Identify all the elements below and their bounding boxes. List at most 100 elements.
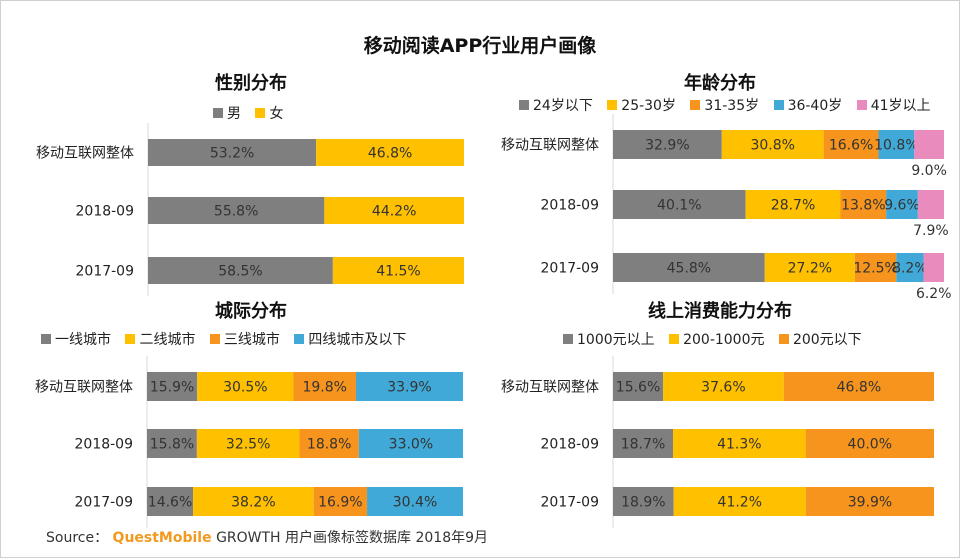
data-label: 9.0%: [911, 163, 947, 179]
bar-segment: [721, 130, 824, 159]
legend-label: 200元以下: [792, 332, 862, 348]
legend-item: 36-40岁: [773, 95, 843, 115]
bar-segment: [148, 197, 325, 224]
bar-segment: [332, 257, 464, 284]
category-label: 2017-09: [541, 261, 600, 277]
legend-label: 41岁以上: [870, 98, 931, 114]
legend-item: 41岁以上: [856, 95, 931, 115]
source-note: Source： QuestMobile GROWTH 用户画像标签数据库 201…: [46, 527, 488, 547]
bar-segment: [613, 487, 674, 516]
data-label: 30.4%: [393, 495, 437, 511]
city-tier-panel: 城际分布 一线城市 二线城市 三线城市 四线城市及以下: [1, 291, 481, 531]
bar-segment: [148, 139, 317, 166]
bar-segment: [783, 372, 934, 401]
legend-label: 女: [269, 106, 284, 122]
panel-title: 城际分布: [215, 301, 287, 322]
category-label: 移动互联网整体: [35, 380, 133, 396]
data-label: 12.5%: [853, 261, 897, 277]
category-label: 2017-09: [541, 495, 600, 511]
bar-segment: [316, 139, 464, 166]
legend-item: 1000元以上: [563, 329, 655, 349]
legend: 1000元以上 200-1000元 200元以下: [563, 329, 872, 349]
data-label: 19.8%: [302, 380, 346, 396]
bar-segment: [923, 253, 944, 282]
bar-segment: [197, 372, 294, 401]
category-label: 2018-09: [541, 198, 600, 214]
data-label: 30.8%: [750, 138, 794, 154]
data-label: 16.6%: [829, 138, 873, 154]
bar-segment: [324, 197, 464, 224]
age-panel: 年龄分布 24岁以下 25-30岁 31-35岁 36-40岁 41岁以上: [481, 63, 959, 293]
category-label: 2017-09: [76, 264, 135, 280]
data-label: 58.5%: [218, 264, 262, 280]
bar-segment: [148, 257, 333, 284]
data-label: 41.2%: [718, 495, 762, 511]
bar-segment: [355, 372, 463, 401]
legend: 男 女: [213, 103, 293, 123]
legend-swatch: [690, 100, 701, 110]
legend-label: 24岁以下: [533, 98, 593, 114]
data-label: 40.0%: [848, 437, 892, 453]
data-label: 6.2%: [916, 286, 952, 302]
brand-logo-text: QuestMobile: [112, 530, 212, 546]
data-label: 33.9%: [387, 380, 431, 396]
data-label: 15.6%: [616, 380, 660, 396]
data-label: 40.1%: [657, 198, 701, 214]
data-label: 41.3%: [717, 437, 761, 453]
legend-item: 男: [213, 103, 241, 123]
data-label: 18.9%: [621, 495, 665, 511]
data-label: 32.9%: [645, 138, 689, 154]
data-label: 8.2%: [892, 261, 928, 277]
legend-item: 200元以下: [778, 329, 862, 349]
legend-swatch: [213, 108, 223, 118]
bar-segment: [805, 429, 934, 458]
bar-segment: [367, 487, 463, 516]
bar-segment: [823, 130, 879, 159]
data-label: 53.2%: [210, 146, 254, 162]
age-chart: 移动互联网整体 32.9% 30.8% 16.6% 10.8% 9.0% 2018-09 40…: [501, 114, 952, 302]
category-label: 移动互联网整体: [501, 138, 599, 154]
gender-chart: 移动互联网整体 53.2% 46.8% 2018-09 55.8% 44.2% 2017-0…: [36, 123, 464, 296]
legend-item: 一线城市: [41, 329, 111, 349]
legend-item: 200-1000元: [669, 329, 765, 349]
legend-label: 36-40岁: [787, 98, 843, 114]
data-label: 37.6%: [701, 380, 745, 396]
consumption-panel: 线上消费能力分布 1000元以上 200-1000元 200元以下: [481, 291, 959, 531]
data-label: 7.9%: [913, 223, 949, 239]
legend-swatch: [563, 334, 573, 344]
main-title: 移动阅读APP行业用户画像: [363, 35, 597, 57]
bar-segment: [673, 487, 806, 516]
legend-swatch: [294, 334, 305, 344]
consumption-chart: 移动互联网整体 15.6% 37.6% 46.8% 2018-09 18.7% 41.3% 4…: [501, 356, 934, 528]
category-label: 2018-09: [76, 204, 135, 220]
category-label: 移动互联网整体: [36, 146, 134, 162]
legend-item: 25-30岁: [607, 95, 676, 115]
bar-segment: [854, 253, 897, 282]
legend-swatch: [669, 334, 680, 344]
bar-segment: [193, 487, 314, 516]
category-label: 2017-09: [75, 495, 134, 511]
bar-segment: [886, 190, 918, 219]
bar-segment: [613, 190, 746, 219]
legend-item: 24岁以下: [519, 95, 593, 115]
legend: 一线城市 二线城市 三线城市 四线城市及以下: [41, 329, 416, 349]
legend-label: 200-1000元: [683, 332, 765, 348]
data-label: 46.8%: [837, 380, 881, 396]
bar-segment: [613, 130, 722, 159]
legend-label: 25-30岁: [621, 98, 676, 114]
data-label: 28.7%: [771, 198, 815, 214]
legend-label: 男: [227, 106, 241, 122]
data-label: 18.8%: [307, 437, 351, 453]
legend-item: 女: [255, 103, 283, 123]
data-label: 38.2%: [231, 495, 275, 511]
legend-swatch: [125, 334, 136, 344]
legend: 24岁以下 25-30岁 31-35岁 36-40岁 41岁以上: [519, 95, 941, 115]
bar-segment: [313, 487, 368, 516]
source-suffix: GROWTH 用户画像标签数据库 2018年9月: [216, 530, 489, 546]
legend-item: 31-35岁: [690, 95, 759, 115]
bar-segment: [299, 429, 359, 458]
legend-swatch: [607, 100, 618, 110]
category-label: 2018-09: [541, 437, 600, 453]
bar-segment: [147, 487, 194, 516]
